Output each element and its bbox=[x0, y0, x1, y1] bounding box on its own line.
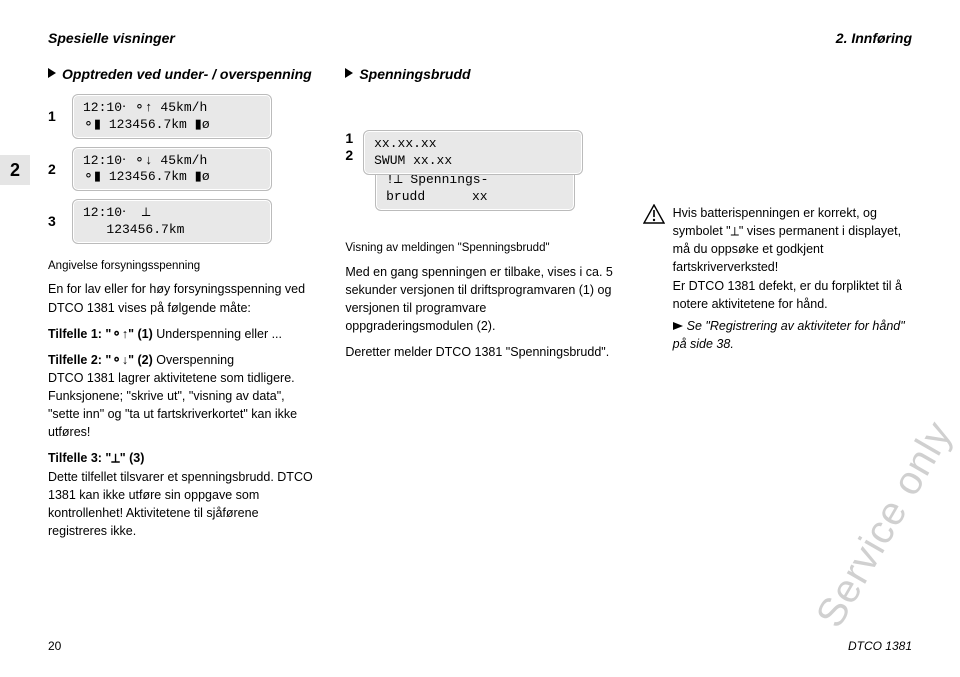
section-title-1: Opptreden ved under- / overspenning bbox=[48, 64, 317, 84]
col1-p3-bold: Tilfelle 2: "⚬↓" (2) bbox=[48, 353, 156, 367]
lcd-1-line1: 12:10⋅ ⚬↑ 45km/h bbox=[83, 100, 207, 115]
display-num-1: 1 bbox=[48, 106, 62, 126]
warning-icon bbox=[643, 204, 665, 353]
lcd-1-line2: ⚬▮ 123456.7km ▮ø bbox=[83, 117, 210, 132]
lcd-3-line1: 12:10⋅ ⟂ bbox=[83, 205, 150, 220]
header-right: 2. Innføring bbox=[836, 30, 912, 46]
caption-1: Angivelse forsyningsspenning bbox=[48, 258, 317, 275]
lcd-display-2: 12:10⋅ ⚬↓ 45km/h ⚬▮ 123456.7km ▮ø bbox=[72, 147, 272, 192]
display-group-1: 1 12:10⋅ ⚬↑ 45km/h ⚬▮ 123456.7km ▮ø 2 12… bbox=[48, 94, 317, 244]
content-columns: Opptreden ved under- / overspenning 1 12… bbox=[48, 64, 912, 548]
col1-p3-rest: Overspenning bbox=[156, 353, 234, 367]
lcd-3-line2: 123456.7km bbox=[83, 222, 184, 237]
display-num-2: 2 bbox=[48, 159, 62, 179]
col1-p3: Tilfelle 2: "⚬↓" (2) Overspenning bbox=[48, 351, 317, 369]
warning-link[interactable]: Se "Registrering av aktiviteter for hånd… bbox=[673, 319, 905, 351]
display-row-3: 3 12:10⋅ ⟂ 123456.7km bbox=[48, 199, 317, 244]
display-row-2: 2 12:10⋅ ⚬↓ 45km/h ⚬▮ 123456.7km ▮ø bbox=[48, 147, 317, 192]
arrow-right-icon bbox=[673, 322, 683, 330]
col1-p2-bold: Tilfelle 1: "⚬↑" (1) bbox=[48, 327, 156, 341]
stack-num-1: 1 bbox=[345, 130, 353, 147]
display-nums-stack: 1 2 bbox=[345, 130, 353, 164]
col2-p1: Med en gang spenningen er tilbake, vises… bbox=[345, 263, 614, 336]
col1-p2-rest: Underspenning eller ... bbox=[156, 327, 282, 341]
page-header: Spesielle visninger 2. Innføring bbox=[48, 30, 912, 46]
lcd-front: xx.xx.xx SWUM xx.xx bbox=[363, 130, 583, 175]
triangle-icon bbox=[345, 68, 353, 78]
lcd-stack: xx.xx.xx SWUM xx.xx !⟂ Spennings- brudd … bbox=[363, 130, 583, 220]
warning-link-row: Se "Registrering av aktiviteter for hånd… bbox=[673, 317, 912, 353]
stack-num-2: 2 bbox=[345, 147, 353, 164]
warning-body: Hvis batterispenningen er korrekt, og sy… bbox=[673, 204, 912, 313]
chapter-side-number: 2 bbox=[0, 155, 30, 185]
page-number: 20 bbox=[48, 639, 61, 653]
column-3: Hvis batterispenningen er korrekt, og sy… bbox=[643, 64, 912, 548]
col1-p4: DTCO 1381 lagrer aktivitetene som tidlig… bbox=[48, 369, 317, 442]
col1-p1: En for lav eller for høy forsyningsspenn… bbox=[48, 280, 317, 316]
triangle-icon bbox=[48, 68, 56, 78]
section-title-1-text: Opptreden ved under- / overspenning bbox=[62, 66, 312, 82]
page: Spesielle visninger 2. Innføring 2 Opptr… bbox=[0, 0, 960, 677]
page-footer: 20 DTCO 1381 bbox=[48, 639, 912, 653]
col2-p2: Deretter melder DTCO 1381 "Spenningsbrud… bbox=[345, 343, 614, 361]
section-title-2: Spenningsbrudd bbox=[345, 64, 614, 84]
footer-model: DTCO 1381 bbox=[848, 639, 912, 653]
warning-block: Hvis batterispenningen er korrekt, og sy… bbox=[643, 204, 912, 353]
display-group-2: 1 2 xx.xx.xx SWUM xx.xx !⟂ Spennings- br… bbox=[345, 130, 614, 220]
col1-p5-bold: Tilfelle 3: "⟂" (3) bbox=[48, 451, 144, 465]
display-num-3: 3 bbox=[48, 211, 62, 231]
lcd-display-3: 12:10⋅ ⟂ 123456.7km bbox=[72, 199, 272, 244]
column-1: Opptreden ved under- / overspenning 1 12… bbox=[48, 64, 317, 548]
col1-p5: Tilfelle 3: "⟂" (3) bbox=[48, 449, 317, 467]
lcd-2-line1: 12:10⋅ ⚬↓ 45km/h bbox=[83, 153, 207, 168]
section-title-2-text: Spenningsbrudd bbox=[359, 66, 470, 82]
warning-text: Hvis batterispenningen er korrekt, og sy… bbox=[673, 204, 912, 353]
display-row-1: 1 12:10⋅ ⚬↑ 45km/h ⚬▮ 123456.7km ▮ø bbox=[48, 94, 317, 139]
col1-p5b: Dette tilfellet tilsvarer et spenningsbr… bbox=[48, 468, 317, 541]
caption-2: Visning av meldingen "Spenningsbrudd" bbox=[345, 240, 614, 257]
lcd-display-1: 12:10⋅ ⚬↑ 45km/h ⚬▮ 123456.7km ▮ø bbox=[72, 94, 272, 139]
display-row-stack: 1 2 xx.xx.xx SWUM xx.xx !⟂ Spennings- br… bbox=[345, 130, 614, 220]
column-2: Spenningsbrudd 1 2 xx.xx.xx SWUM xx.xx !… bbox=[345, 64, 614, 548]
lcd-2-line2: ⚬▮ 123456.7km ▮ø bbox=[83, 169, 210, 184]
header-left: Spesielle visninger bbox=[48, 30, 175, 46]
col1-p2: Tilfelle 1: "⚬↑" (1) Underspenning eller… bbox=[48, 325, 317, 343]
